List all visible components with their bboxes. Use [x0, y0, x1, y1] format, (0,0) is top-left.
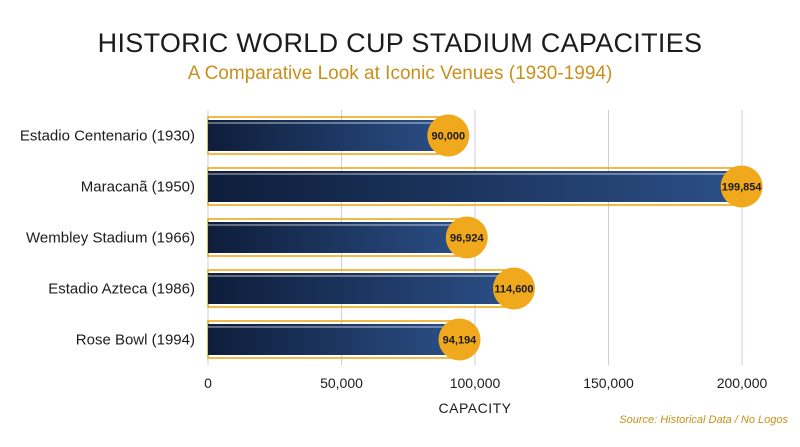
data-label: 94,194	[443, 335, 478, 347]
value-badge	[492, 267, 535, 310]
category-label: Estadio Centenario (1930)	[20, 128, 195, 145]
category-label: Estadio Azteca (1986)	[48, 281, 195, 298]
bar	[208, 222, 467, 253]
x-tick-label: 50,000	[320, 375, 363, 391]
chart-subtitle: A Comparative Look at Iconic Venues (193…	[187, 63, 613, 84]
x-tick-label: 150,000	[583, 375, 634, 391]
bar-highlight	[208, 122, 449, 124]
x-tick-label: 0	[204, 375, 212, 391]
category-labels: Estadio Centenario (1930) Maracanã (1950)…	[20, 128, 195, 349]
bar	[208, 324, 460, 355]
value-badge	[427, 114, 470, 157]
bar-highlight	[208, 326, 460, 328]
x-tick-label: 100,000	[450, 375, 501, 391]
category-label: Wembley Stadium (1966)	[26, 230, 195, 247]
category-label: Maracanã (1950)	[81, 179, 195, 196]
value-badge	[438, 318, 481, 361]
bar	[208, 120, 449, 151]
source-note: Source: Historical Data / No Logos	[619, 414, 788, 426]
bar-highlight	[208, 173, 742, 175]
bar	[208, 273, 514, 304]
bar	[208, 171, 742, 202]
value-badge	[720, 165, 763, 208]
x-axis-ticks: 0 50,000 100,000 150,000 200,000	[204, 375, 767, 391]
x-axis-title: CAPACITY	[439, 400, 512, 416]
chart-title: HISTORIC WORLD CUP STADIUM CAPACITIES	[97, 28, 703, 58]
x-tick-label: 200,000	[717, 375, 768, 391]
bar-highlight	[208, 275, 514, 277]
data-label: 90,000	[431, 131, 465, 143]
data-label: 199,854	[722, 182, 763, 194]
data-label: 114,600	[494, 284, 533, 296]
bar-highlight	[208, 224, 467, 226]
value-badge	[445, 216, 488, 259]
bars: 90,000 199,854 96,924 114,600 94,194	[207, 114, 763, 361]
category-label: Rose Bowl (1994)	[76, 332, 195, 349]
data-label: 96,924	[450, 233, 485, 245]
